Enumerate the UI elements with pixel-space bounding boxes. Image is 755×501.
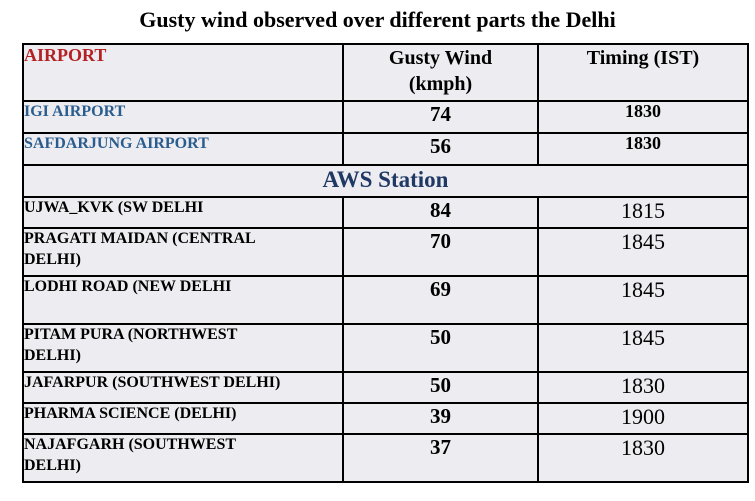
gusty-wind-column-header: Gusty Wind (kmph) — [342, 43, 539, 102]
station-name-cell: LODHI ROAD (NEW DELHI — [22, 275, 344, 325]
row-najafgarh: NAJAFGARH (SOUTHWEST DELHI) 37 1830 — [22, 433, 749, 483]
row-igi-airport: IGI AIRPORT 74 1830 — [22, 100, 749, 134]
timing-value-cell: 1845 — [537, 227, 749, 277]
aws-section-label: AWS Station — [22, 164, 749, 198]
timing-value-cell: 1830 — [537, 371, 749, 404]
timing-column-header: Timing (IST) — [537, 43, 749, 102]
row-ujwa-kvk: UJWA_KVK (SW DELHI 84 1815 — [22, 196, 749, 229]
station-name-cell: PHARMA SCIENCE (DELHI) — [22, 402, 344, 435]
wind-value-cell: 50 — [342, 323, 539, 373]
aws-section-row: AWS Station — [22, 164, 749, 198]
timing-value-cell: 1830 — [537, 433, 749, 483]
wind-value-cell: 69 — [342, 275, 539, 325]
timing-value-cell: 1830 — [537, 132, 749, 166]
timing-value-cell: 1900 — [537, 402, 749, 435]
row-lodhi-road: LODHI ROAD (NEW DELHI 69 1845 — [22, 275, 749, 325]
wind-value-cell: 70 — [342, 227, 539, 277]
station-name-cell: IGI AIRPORT — [22, 100, 344, 134]
station-name-cell: PRAGATI MAIDAN (CENTRAL DELHI) — [22, 227, 344, 277]
row-pragati-maidan: PRAGATI MAIDAN (CENTRAL DELHI) 70 1845 — [22, 227, 749, 277]
station-name-cell: JAFARPUR (SOUTHWEST DELHI) — [22, 371, 344, 404]
timing-value-cell: 1830 — [537, 100, 749, 134]
wind-value-cell: 84 — [342, 196, 539, 229]
row-jafarpur: JAFARPUR (SOUTHWEST DELHI) 50 1830 — [22, 371, 749, 404]
gusty-wind-table: AIRPORT Gusty Wind (kmph) Timing (IST) I… — [22, 43, 749, 483]
wind-value-cell: 39 — [342, 402, 539, 435]
wind-value-cell: 50 — [342, 371, 539, 404]
wind-value-cell: 74 — [342, 100, 539, 134]
row-pitam-pura: PITAM PURA (NORTHWEST DELHI) 50 1845 — [22, 323, 749, 373]
station-name-cell: PITAM PURA (NORTHWEST DELHI) — [22, 323, 344, 373]
station-name-cell: UJWA_KVK (SW DELHI — [22, 196, 344, 229]
header-row: AIRPORT Gusty Wind (kmph) Timing (IST) — [22, 43, 749, 102]
airport-column-header: AIRPORT — [22, 43, 344, 102]
timing-value-cell: 1845 — [537, 323, 749, 373]
page-title: Gusty wind observed over different parts… — [139, 7, 616, 32]
wind-value-cell: 37 — [342, 433, 539, 483]
timing-value-cell: 1815 — [537, 196, 749, 229]
station-name-cell: NAJAFGARH (SOUTHWEST DELHI) — [22, 433, 344, 483]
row-pharma-science: PHARMA SCIENCE (DELHI) 39 1900 — [22, 402, 749, 435]
wind-value-cell: 56 — [342, 132, 539, 166]
row-safdarjung-airport: SAFDARJUNG AIRPORT 56 1830 — [22, 132, 749, 166]
station-name-cell: SAFDARJUNG AIRPORT — [22, 132, 344, 166]
timing-value-cell: 1845 — [537, 275, 749, 325]
